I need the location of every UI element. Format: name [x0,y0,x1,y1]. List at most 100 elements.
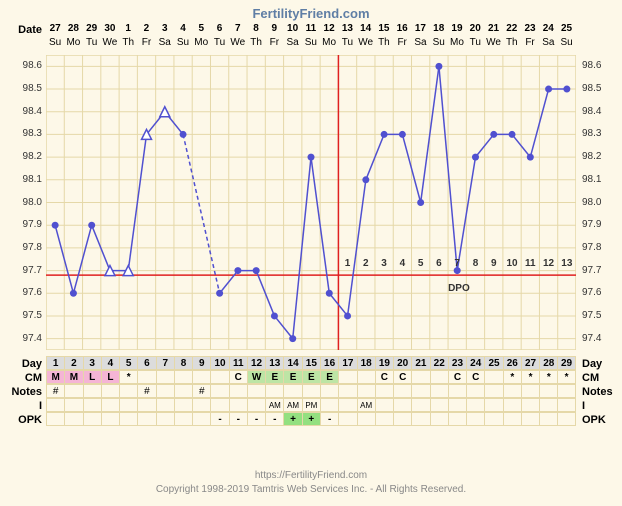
notes-row-cell [83,384,101,398]
i-label-right: I [582,400,585,412]
dpo-number: 9 [485,258,503,269]
notes-row-cell [484,384,502,398]
i-row-cell: AM [357,398,375,412]
date-num: 7 [229,22,247,36]
i-row-cell [137,398,155,412]
date-num: 23 [521,22,539,36]
notes-row-cell [265,384,283,398]
i-row-cell: AM [265,398,283,412]
opk-row-cell: + [302,412,320,426]
ytick-left: 98.3 [2,128,42,139]
opk-row-cell [101,412,119,426]
notes-row-cell [557,384,575,398]
day-row-cell: 24 [466,356,484,370]
opk-row-cell: - [320,412,338,426]
notes-row-cell [466,384,484,398]
opk-row-cell: - [247,412,265,426]
opk-row-cell [174,412,192,426]
cm-label-right: CM [582,372,599,384]
day-row-cell: 6 [137,356,155,370]
cm-label-left: CM [2,372,42,384]
ytick-left: 97.6 [2,287,42,298]
date-dow: We [484,36,502,50]
date-dow-row: SuMoTuWeThFrSaSuMoTuWeThFrSaSuMoTuWeThFr… [46,36,576,50]
date-dow: We [357,36,375,50]
i-row-cell [320,398,338,412]
cm-row-cell: E [265,370,283,384]
day-row-cell: 4 [101,356,119,370]
i-row-cell: AM [283,398,301,412]
date-num: 4 [174,22,192,36]
notes-row-cell [247,384,265,398]
cm-row-cell: L [83,370,101,384]
i-row-cell [411,398,429,412]
i-row-cell [174,398,192,412]
cm-row-cell: * [119,370,137,384]
day-row-cell: 27 [521,356,539,370]
ytick-right: 98.3 [582,128,601,139]
cm-row: MMLL*CWEEEECCCC**** [46,370,576,384]
date-dow: Fr [137,36,155,50]
date-dow: Mo [448,36,466,50]
notes-row-cell [156,384,174,398]
cm-row-cell [156,370,174,384]
i-row-cell [503,398,521,412]
opk-row-cell: - [210,412,228,426]
day-row-cell: 29 [557,356,575,370]
date-num: 25 [557,22,575,36]
cm-row-cell [430,370,448,384]
notes-row: ### [46,384,576,398]
cm-row-cell [192,370,210,384]
date-num: 2 [137,22,155,36]
opk-row-cell [430,412,448,426]
day-row-cell: 3 [83,356,101,370]
date-dow: Su [557,36,575,50]
dpo-number: 7 [448,258,466,269]
day-row-cell: 1 [46,356,64,370]
fertility-chart: FertilityFriend.com Date 272829301234567… [0,0,622,506]
notes-row-cell: # [137,384,155,398]
date-dow: Su [302,36,320,50]
date-numbers-row: 2728293012345678910111213141516171819202… [46,22,576,36]
i-row: AMAMPMAM [46,398,576,412]
notes-row-cell [320,384,338,398]
opk-row-cell [503,412,521,426]
date-num: 22 [503,22,521,36]
cm-row-cell [357,370,375,384]
i-row-cell [393,398,411,412]
date-dow: Fr [393,36,411,50]
notes-row-cell [375,384,393,398]
i-row-cell [338,398,356,412]
i-row-cell [119,398,137,412]
cm-row-cell: L [101,370,119,384]
dpo-number: 5 [412,258,430,269]
i-row-cell [539,398,557,412]
cm-row-cell [338,370,356,384]
notes-row-cell [119,384,137,398]
i-row-cell [430,398,448,412]
date-num: 30 [101,22,119,36]
opk-row-cell [137,412,155,426]
cm-row-cell [210,370,228,384]
date-dow: Sa [411,36,429,50]
day-row-cell: 20 [393,356,411,370]
date-dow: Mo [192,36,210,50]
opk-row-cell [484,412,502,426]
dpo-number: 2 [357,258,375,269]
date-dow: Mo [64,36,82,50]
date-num: 27 [46,22,64,36]
notes-row-cell [539,384,557,398]
opk-row-cell [64,412,82,426]
dpo-number: 4 [393,258,411,269]
day-row-cell: 2 [64,356,82,370]
notes-row-cell [210,384,228,398]
ytick-right: 98.1 [582,174,601,185]
dpo-number: 10 [503,258,521,269]
opk-row-cell [338,412,356,426]
date-num: 6 [210,22,228,36]
opk-row-cell [357,412,375,426]
date-num: 19 [448,22,466,36]
date-dow: Su [46,36,64,50]
opk-row-cell [156,412,174,426]
day-row-cell: 11 [229,356,247,370]
